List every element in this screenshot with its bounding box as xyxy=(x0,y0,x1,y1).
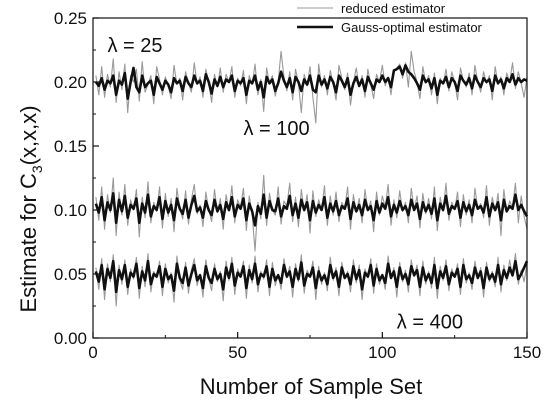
y-axis-title-main: Estimate for C xyxy=(16,173,41,312)
y-axis-title-subscript: 3 xyxy=(29,165,45,173)
lambda-annotation: λ = 400 xyxy=(397,311,463,333)
x-tick-label: 100 xyxy=(368,343,396,362)
plot-frame xyxy=(92,17,528,339)
lambda-annotation: λ = 25 xyxy=(107,35,162,57)
x-axis-title: Number of Sample Set xyxy=(200,374,423,399)
lambda-annotation: λ = 100 xyxy=(243,118,309,140)
y-axis-title-tail: (x,x,x) xyxy=(16,105,41,165)
y-tick-label: 0.15 xyxy=(54,137,87,156)
series-line-gauss-optimal-estimator-lambda-100 xyxy=(94,192,529,227)
x-tick-label: 150 xyxy=(513,343,541,362)
annotation-layer: λ = 25 λ = 100 λ = 400 xyxy=(107,35,463,333)
y-tick-label: 0.10 xyxy=(54,201,87,220)
axes-layer: 0 50 100 150 0.00 0.05 0.10 0.15 0.20 0.25 xyxy=(54,9,541,362)
legend-label: reduced estimator xyxy=(341,1,446,16)
legend-label: Gauss-optimal estimator xyxy=(341,20,483,35)
y-tick-label: 0.05 xyxy=(54,265,87,284)
y-tick-label: 0.00 xyxy=(54,329,87,348)
y-tick-label: 0.20 xyxy=(54,73,87,92)
y-axis-title: Estimate for C3(x,x,x) xyxy=(16,105,45,312)
x-tick-label: 50 xyxy=(228,343,247,362)
legend: reduced estimator Gauss-optimal estimator xyxy=(297,1,483,35)
y-tick-label: 0.25 xyxy=(54,9,87,28)
series-line-gauss-optimal-estimator-lambda-25 xyxy=(94,64,528,100)
series-layer xyxy=(94,50,529,307)
series-line-gauss-optimal-estimator-lambda-400 xyxy=(94,259,529,294)
x-tick-label: 0 xyxy=(88,343,97,362)
